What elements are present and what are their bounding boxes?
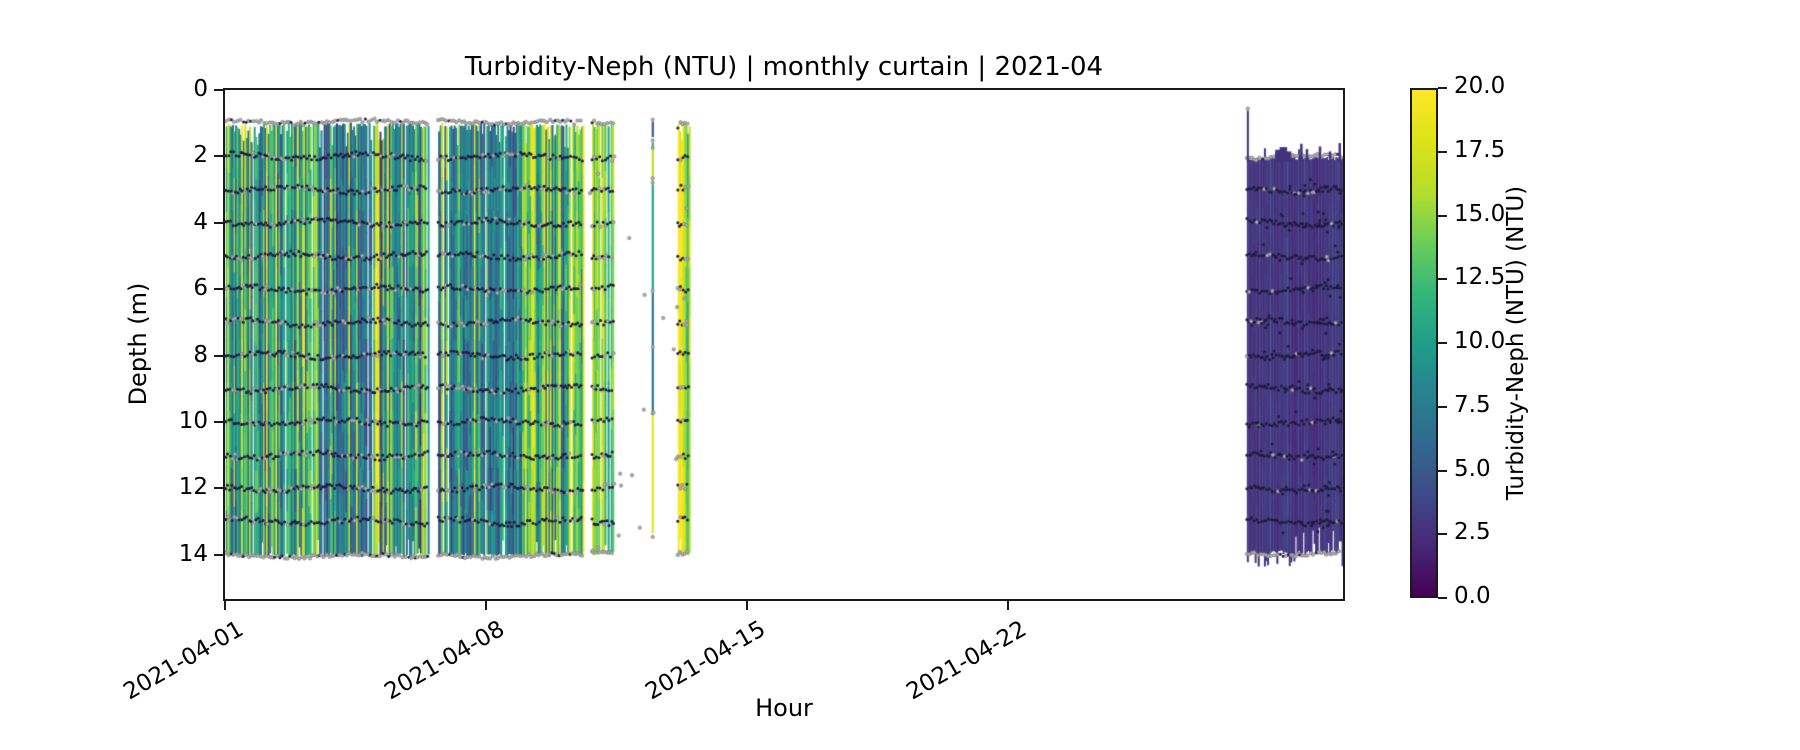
x-axis-label: Hour bbox=[755, 694, 813, 722]
colorbar-tick-mark bbox=[1438, 405, 1447, 408]
colorbar-tick-label: 12.5 bbox=[1454, 264, 1506, 291]
x-tick-mark bbox=[1006, 601, 1009, 610]
x-tick-label: 2021-04-22 bbox=[901, 616, 1031, 706]
y-tick-mark bbox=[214, 487, 223, 490]
y-tick-mark bbox=[214, 155, 223, 158]
y-tick-mark bbox=[214, 288, 223, 291]
x-tick-mark bbox=[224, 601, 226, 610]
colorbar-tick-label: 15.0 bbox=[1454, 200, 1506, 227]
colorbar-tick-label: 0.0 bbox=[1454, 583, 1491, 609]
colorbar-tick-label: 20.0 bbox=[1454, 73, 1506, 99]
colorbar-tick-label: 2.5 bbox=[1454, 519, 1491, 546]
colorbar-tick-mark bbox=[1438, 342, 1447, 344]
y-tick-label: 14 bbox=[178, 540, 208, 567]
colorbar-tick-label: 7.5 bbox=[1454, 391, 1491, 418]
colorbar-tick-label: 5.0 bbox=[1454, 455, 1491, 482]
y-tick-mark bbox=[214, 553, 223, 556]
colorbar-tick-label: 10.0 bbox=[1454, 328, 1506, 354]
y-tick-label: 2 bbox=[193, 142, 208, 169]
colorbar-tick-mark bbox=[1438, 87, 1447, 89]
y-tick-mark bbox=[214, 221, 223, 224]
colorbar-tick-mark bbox=[1438, 597, 1447, 599]
y-tick-label: 4 bbox=[193, 208, 208, 235]
y-tick-mark bbox=[214, 89, 223, 91]
x-tick-mark bbox=[745, 601, 748, 610]
colorbar-tick-mark bbox=[1438, 150, 1447, 153]
colorbar-tick-label: 17.5 bbox=[1454, 136, 1506, 163]
y-tick-mark bbox=[214, 421, 223, 424]
colorbar-tick-mark bbox=[1438, 214, 1447, 217]
x-tick-label: 2021-04-15 bbox=[640, 616, 770, 706]
colorbar-tick-mark bbox=[1438, 278, 1447, 281]
colorbar-label: Turbidity-Neph (NTU) (NTU) bbox=[1503, 185, 1529, 501]
chart-title: Turbidity-Neph (NTU) | monthly curtain |… bbox=[464, 52, 1104, 82]
colorbar-tick-mark bbox=[1438, 533, 1447, 536]
y-tick-mark bbox=[214, 354, 223, 357]
y-tick-label: 10 bbox=[178, 408, 208, 435]
y-tick-label: 0 bbox=[193, 76, 208, 102]
colorbar-gradient bbox=[1410, 88, 1438, 598]
colorbar-tick-mark bbox=[1438, 469, 1447, 472]
y-tick-label: 6 bbox=[193, 275, 208, 302]
y-tick-label: 8 bbox=[193, 341, 208, 368]
x-tick-label: 2021-04-08 bbox=[380, 616, 509, 706]
plot-area bbox=[223, 88, 1345, 601]
x-tick-label: 2021-04-01 bbox=[119, 616, 249, 706]
x-tick-mark bbox=[484, 601, 487, 610]
y-tick-label: 12 bbox=[178, 474, 208, 501]
curtain-canvas bbox=[225, 90, 1343, 599]
